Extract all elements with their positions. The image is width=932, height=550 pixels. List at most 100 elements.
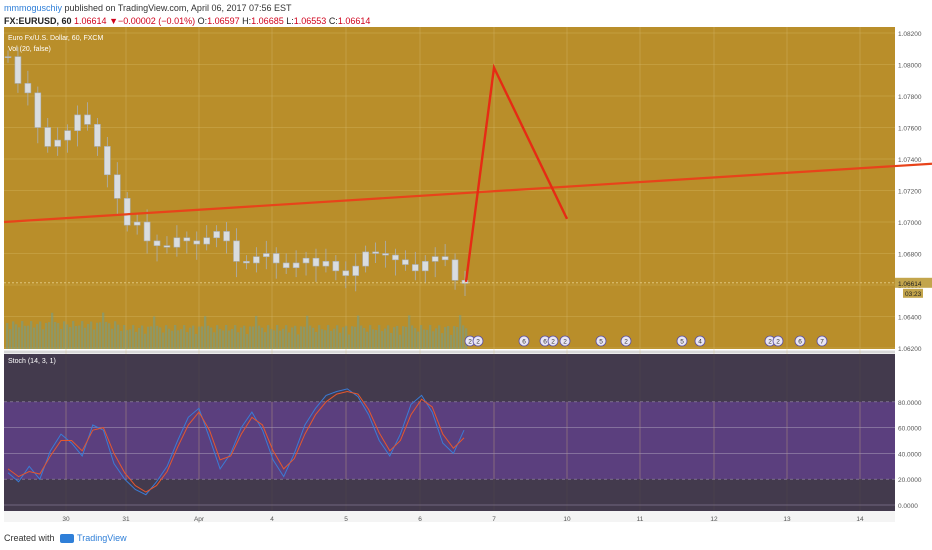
volume-bar [216, 325, 219, 349]
volume-legend: Vol (20, false) [8, 46, 51, 53]
volume-bar [252, 326, 255, 349]
event-marker-icon[interactable] [620, 335, 632, 347]
low-value: 1.06553 [293, 16, 327, 26]
volume-bar [132, 325, 135, 349]
event-marker-icon[interactable] [816, 335, 828, 347]
volume-bar [126, 330, 129, 349]
volume-bar [336, 325, 339, 349]
volume-bar [15, 324, 18, 349]
event-marker-icon[interactable] [772, 335, 784, 347]
low-label: L: [286, 16, 294, 26]
symbol-label[interactable]: FX:EURUSD, 60 [4, 16, 72, 26]
volume-bar [198, 326, 201, 349]
volume-bar [447, 326, 450, 349]
close-label: C: [328, 16, 338, 26]
volume-bar [54, 321, 57, 349]
volume-bar [144, 333, 147, 349]
candle-body [54, 139, 61, 147]
volume-bar [150, 326, 153, 349]
event-marker-icon[interactable] [676, 335, 688, 347]
volume-bar [90, 321, 93, 349]
forecast-path[interactable] [464, 63, 569, 283]
event-marker-label: 2 [768, 339, 772, 346]
volume-bar [375, 330, 378, 349]
event-marker-icon[interactable] [694, 335, 706, 347]
volume-bar [399, 334, 402, 349]
price-tick-label: 1.06200 [898, 346, 922, 353]
volume-bar [189, 327, 192, 349]
price-axis-band [895, 27, 932, 511]
time-tick-label: 30 [62, 516, 70, 523]
volume-bar [378, 325, 381, 349]
volume-bar [303, 326, 306, 349]
event-marker-label: 4 [698, 339, 702, 346]
volume-bar [69, 327, 72, 349]
event-marker-icon[interactable] [472, 335, 484, 347]
event-marker-label: 2 [776, 339, 780, 346]
event-marker-label: 5 [599, 339, 603, 346]
volume-bar [240, 327, 243, 349]
candle-body [263, 253, 270, 257]
volume-bar [306, 315, 309, 349]
volume-bar [207, 325, 210, 349]
event-marker-label: 2 [551, 339, 555, 346]
volume-bar [360, 325, 363, 349]
event-marker-icon[interactable] [794, 335, 806, 347]
event-marker-icon[interactable] [559, 335, 571, 347]
volume-bar [312, 327, 315, 349]
volume-bar [258, 325, 261, 349]
volume-bar [108, 323, 111, 349]
trend-line[interactable] [3, 162, 932, 224]
tradingview-link[interactable]: TradingView [77, 533, 127, 543]
time-tick-label: 6 [418, 516, 422, 523]
time-tick-label: Apr [194, 516, 205, 523]
volume-bar [288, 332, 291, 349]
time-axis-band [4, 511, 895, 522]
volume-bar [339, 332, 342, 349]
volume-bar [351, 326, 354, 349]
volume-bar [390, 332, 393, 349]
volume-bar [51, 312, 54, 349]
stoch-tick-label: 40.0000 [898, 451, 922, 458]
volume-bar [279, 330, 282, 349]
event-marker-icon[interactable] [547, 335, 559, 347]
price-change: −0.00002 (−0.01%) [118, 16, 196, 26]
main-pane[interactable] [4, 27, 895, 349]
volume-bar [87, 324, 90, 349]
volume-bar [33, 327, 36, 349]
publish-line: mmmoguschiy published on TradingView.com… [4, 3, 292, 13]
price-tick-label: 1.07800 [898, 94, 922, 101]
stoch-series-line [7, 390, 465, 493]
volume-bar [417, 331, 420, 349]
volume-bar [75, 325, 78, 349]
volume-bar [192, 325, 195, 349]
volume-bar [414, 328, 417, 349]
volume-bar [213, 332, 216, 349]
stoch-upper-band [4, 354, 895, 402]
volume-bar [135, 331, 138, 349]
event-marker-icon[interactable] [595, 335, 607, 347]
author-link[interactable]: mmmoguschiy [4, 3, 63, 13]
candle-body [272, 253, 280, 264]
volume-bar [228, 330, 231, 349]
candle-body [84, 114, 91, 125]
volume-bar [423, 329, 426, 349]
volume-bar [441, 333, 444, 349]
volume-bar [402, 326, 405, 349]
candle-body [153, 240, 161, 246]
candle-body [372, 251, 379, 254]
price-tick-label: 1.06800 [898, 252, 922, 259]
volume-bar [222, 330, 225, 349]
volume-bar [84, 327, 87, 349]
candle-body [332, 261, 340, 272]
volume-bar [243, 325, 246, 349]
event-marker-icon[interactable] [518, 335, 530, 347]
volume-bar [165, 325, 168, 349]
candle-body [74, 114, 81, 131]
volume-bar [60, 328, 63, 349]
volume-bar [210, 327, 213, 349]
volume-bar [21, 321, 24, 349]
open-label: O: [197, 16, 208, 26]
tradingview-logo-icon [60, 534, 75, 544]
